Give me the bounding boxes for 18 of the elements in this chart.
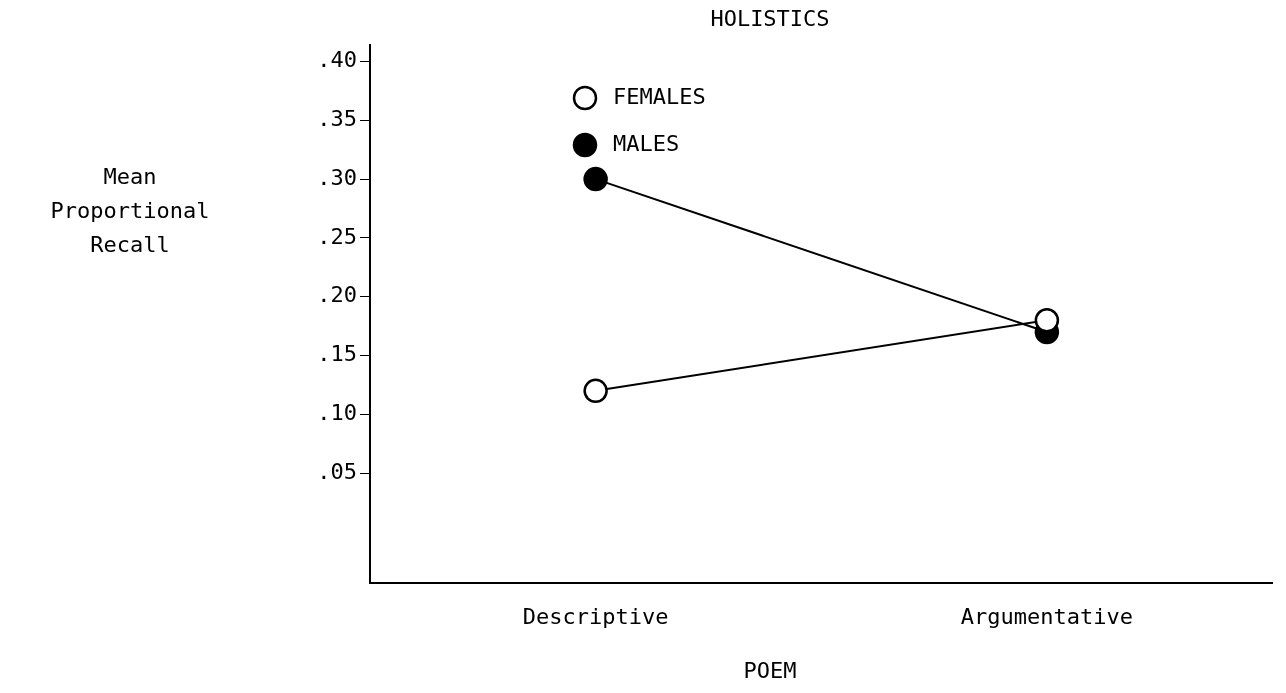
y-tick-label: .20 [317,282,357,308]
x-tick-label: Argumentative [960,603,1133,629]
y-tick-label: .30 [317,164,357,190]
y-tick-label: .05 [317,458,357,484]
y-tick-label: .10 [317,400,357,426]
y-tick-label: .40 [317,47,357,73]
y-tick-label: .25 [317,223,357,249]
legend-label: FEMALES [613,83,706,109]
legend-label: MALES [613,130,680,156]
point [1034,308,1060,333]
x-tick-label: Descriptive [522,603,669,629]
y-tick-label: .15 [317,341,357,367]
x-axis-title: POEM [742,658,798,683]
y-tick-label: .35 [317,106,357,132]
point [583,166,608,192]
chart-title: HOLISTICS [709,6,831,31]
point [583,378,608,404]
y-axis-title: Mean Proportional Recall [49,163,211,259]
